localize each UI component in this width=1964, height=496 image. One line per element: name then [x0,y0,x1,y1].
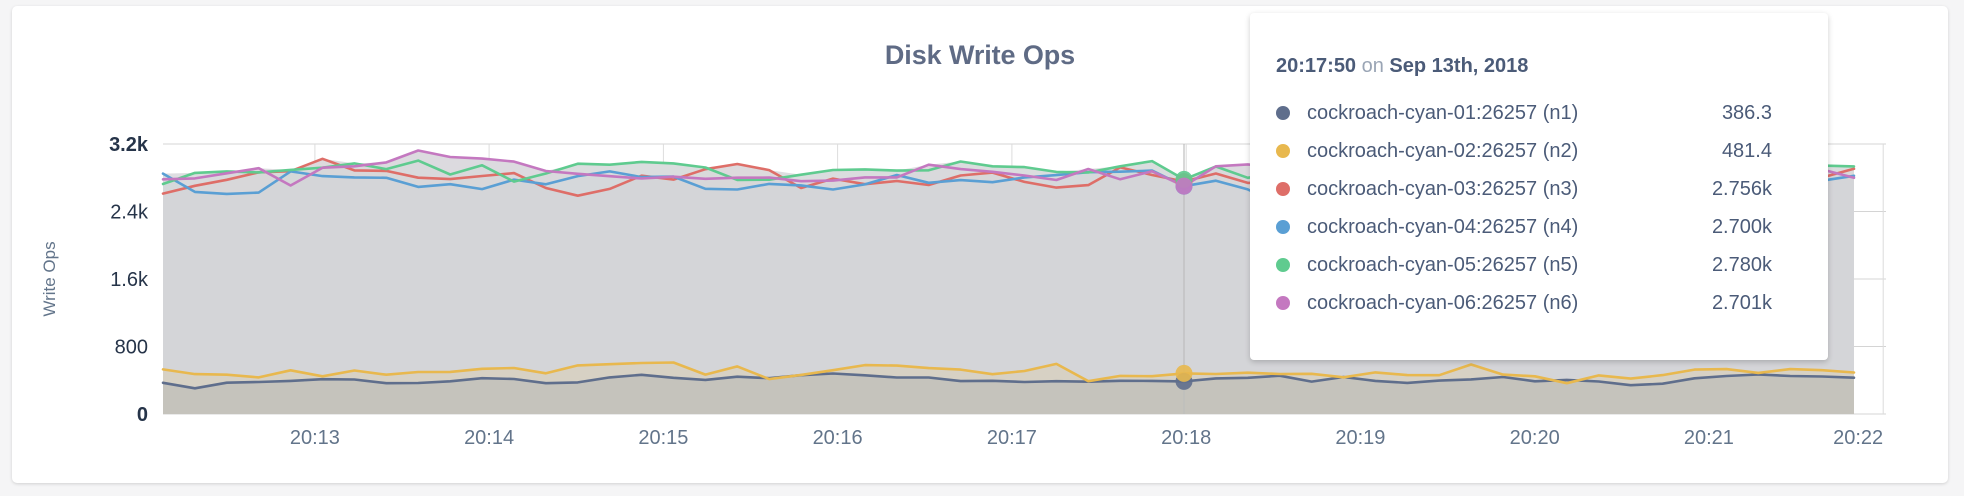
svg-text:20:18: 20:18 [1161,427,1211,449]
svg-text:20:14: 20:14 [464,427,514,449]
svg-text:20:21: 20:21 [1684,427,1734,449]
svg-text:0: 0 [137,404,148,426]
svg-text:20:17: 20:17 [987,427,1037,449]
svg-text:3.2k: 3.2k [109,134,149,156]
svg-text:20:13: 20:13 [290,427,340,449]
svg-text:2.4k: 2.4k [110,202,149,224]
svg-text:800: 800 [115,337,148,359]
svg-text:20:16: 20:16 [813,427,863,449]
svg-text:20:20: 20:20 [1510,427,1560,449]
svg-text:20:22: 20:22 [1833,427,1883,449]
svg-text:1.6k: 1.6k [110,269,149,291]
svg-text:20:15: 20:15 [638,427,688,449]
svg-text:20:19: 20:19 [1335,427,1385,449]
